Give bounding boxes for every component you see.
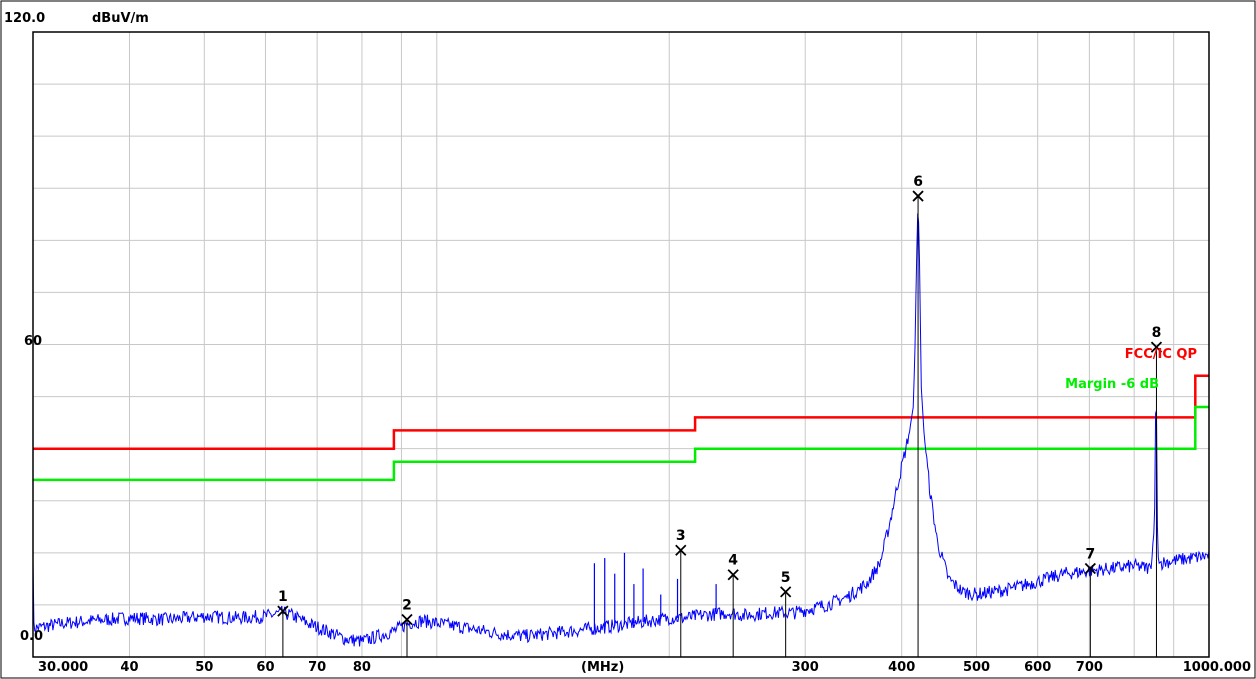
- x-tick-label: 80: [353, 660, 371, 675]
- grid: [33, 32, 1209, 657]
- marker-8: 8: [1150, 325, 1163, 657]
- marker-cross: [912, 190, 924, 202]
- limit-line: [33, 405, 1209, 482]
- marker-number: 3: [676, 528, 686, 544]
- marker-number: 2: [402, 598, 412, 614]
- marker-cross: [675, 544, 687, 556]
- marker-cross: [1150, 341, 1163, 353]
- limit-label-fcc: FCC/IC QP: [1125, 347, 1197, 362]
- limit-lines: [33, 374, 1209, 482]
- x-tick-label: 600: [1024, 660, 1051, 675]
- y-top-label: 120.0: [4, 11, 45, 26]
- x-tick-label: 300: [792, 660, 819, 675]
- marker-number: 5: [781, 570, 791, 586]
- marker-number: 6: [913, 174, 923, 190]
- marker-number: 8: [1152, 325, 1162, 341]
- marker-number: 4: [728, 553, 738, 569]
- x-tick-label: 400: [888, 660, 915, 675]
- marker-number: 7: [1085, 546, 1095, 562]
- marker-cross: [401, 613, 413, 626]
- x-tick-label: 500: [963, 660, 990, 675]
- x-tick-label: 50: [195, 660, 213, 675]
- x-tick-label: 70: [308, 660, 326, 675]
- marker-cross: [727, 569, 739, 581]
- x-axis-label: (MHz): [581, 660, 624, 675]
- marker-1: 1: [277, 589, 289, 657]
- marker-2: 2: [401, 598, 413, 657]
- marker-5: 5: [780, 570, 792, 657]
- y-unit-label: dBuV/m: [92, 11, 149, 26]
- y-bottom-label: 0.0: [20, 629, 43, 644]
- limit-label-margin: Margin -6 dB: [1065, 377, 1159, 392]
- marker-4: 4: [727, 553, 739, 657]
- x-tick-label: 60: [256, 660, 274, 675]
- trace-line: [32, 213, 1210, 647]
- marker-number: 1: [278, 589, 288, 605]
- limit-line: [33, 374, 1209, 450]
- x-tick-label: 40: [120, 660, 138, 675]
- marker-cross: [1084, 562, 1096, 575]
- x-tick-label: 700: [1076, 660, 1103, 675]
- limit-labels: FCC/IC QP Margin -6 dB: [1065, 347, 1197, 392]
- measurement-trace: [32, 213, 1210, 647]
- plot-frame: [32, 31, 1210, 658]
- y-mid-label: 60: [24, 334, 42, 349]
- marker-7: 7: [1084, 546, 1096, 657]
- x-tick-label: 30.000: [38, 660, 88, 675]
- marker-cross: [780, 586, 792, 598]
- x-tick-labels: 30.000 40 50 60 70 80 300 400 500 600 700 1000.000: [38, 660, 1251, 675]
- marker-6: 6: [912, 174, 924, 657]
- x-tick-label: 1000.000: [1183, 660, 1251, 675]
- markers: 1 2 3 4 5 6 7 8: [277, 174, 1163, 657]
- marker-cross: [277, 605, 289, 617]
- marker-3: 3: [675, 528, 687, 657]
